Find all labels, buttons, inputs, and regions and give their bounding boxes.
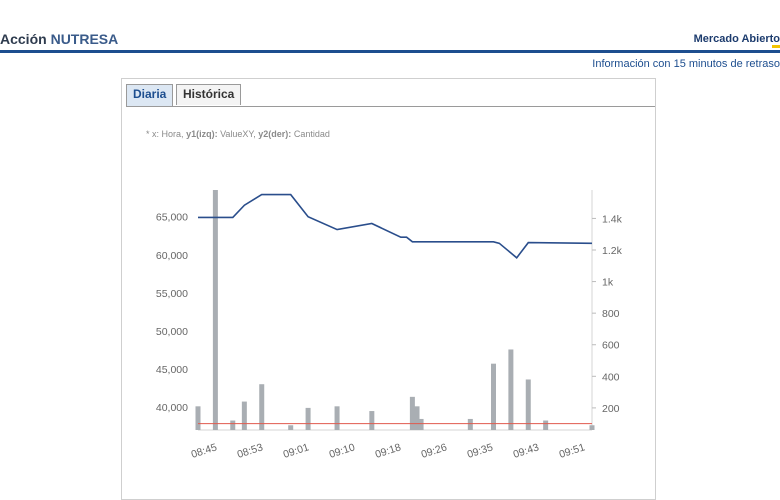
volume-bar: [241, 401, 247, 430]
x-tick-label: 09:35: [466, 441, 495, 461]
volume-bar: [418, 418, 424, 430]
y2-tick-label: 1k: [602, 277, 614, 289]
y1-tick-label: 60,000: [156, 250, 188, 262]
x-tick-label: 09:18: [374, 441, 403, 461]
volume-bar: [409, 396, 415, 430]
x-tick-label: 09:01: [282, 441, 311, 461]
x-tick-label: 08:45: [190, 441, 219, 461]
volume-bar: [195, 406, 201, 430]
page-title: Acción NUTRESA: [0, 31, 118, 47]
y2-tick-label: 800: [602, 308, 620, 320]
title-prefix: Acción: [0, 31, 47, 47]
volume-bar: [508, 349, 514, 430]
market-status: Mercado Abierto: [693, 33, 780, 45]
y1-tick-label: 65,000: [156, 212, 188, 224]
volume-bar: [543, 420, 549, 430]
tab-diaria[interactable]: Diaria: [126, 84, 174, 106]
delay-note: Información con 15 minutos de retraso: [592, 58, 780, 70]
volume-bar: [589, 425, 595, 430]
volume-bar: [334, 406, 340, 430]
volume-bar: [288, 425, 294, 430]
volume-bar: [230, 420, 236, 430]
y1-tick-label: 45,000: [156, 364, 188, 376]
legend-y2-desc: Cantidad: [293, 129, 330, 139]
title-symbol: NUTRESA: [50, 31, 119, 47]
y1-tick-label: 55,000: [156, 288, 188, 300]
y1-tick-label: 40,000: [156, 402, 188, 414]
legend-x-desc: Hora,: [161, 129, 184, 139]
x-tick-label: 09:43: [512, 441, 541, 461]
volume-bar: [414, 406, 420, 430]
volume-bar: [467, 418, 473, 430]
flag-icon: [772, 45, 780, 48]
y2-tick-label: 1.4k: [602, 213, 623, 225]
volume-bar: [369, 411, 375, 430]
volume-bar: [305, 407, 311, 430]
volume-bar: [525, 379, 531, 430]
volume-bar: [491, 363, 496, 430]
chart-legend: * x: Hora, y1(izq): ValueXY, y2(der): Ca…: [146, 129, 330, 139]
tab-historica[interactable]: Histórica: [176, 84, 242, 105]
legend-y2-key: y2(der):: [258, 129, 292, 139]
price-series-line: [198, 193, 593, 259]
y2-tick-label: 400: [602, 371, 620, 383]
volume-bar: [212, 190, 218, 430]
y1-tick-label: 50,000: [156, 326, 188, 338]
x-tick-label: 08:53: [236, 441, 265, 461]
volume-bar: [259, 384, 265, 430]
legend-y1-desc: ValueXY,: [220, 129, 256, 139]
y2-tick-label: 1.2k: [602, 245, 623, 257]
x-tick-label: 09:10: [328, 441, 357, 461]
legend-y1-key: y1(izq):: [186, 129, 218, 139]
top-header: Acción NUTRESA Mercado Abierto: [0, 0, 780, 53]
chart-tabs: Diaria Histórica: [126, 84, 655, 107]
price-volume-chart: 40,000 45,000 50,000 55,000 60,000 65,000 200 4…: [156, 190, 623, 461]
y2-tick-label: 200: [602, 403, 620, 415]
chart-panel: Diaria Histórica * x: Hora, y1(izq): Val…: [121, 78, 656, 500]
y2-tick-label: 600: [602, 340, 620, 352]
x-tick-label: 09:51: [558, 441, 587, 461]
x-tick-label: 09:26: [420, 441, 449, 461]
legend-prefix: * x:: [146, 129, 160, 139]
